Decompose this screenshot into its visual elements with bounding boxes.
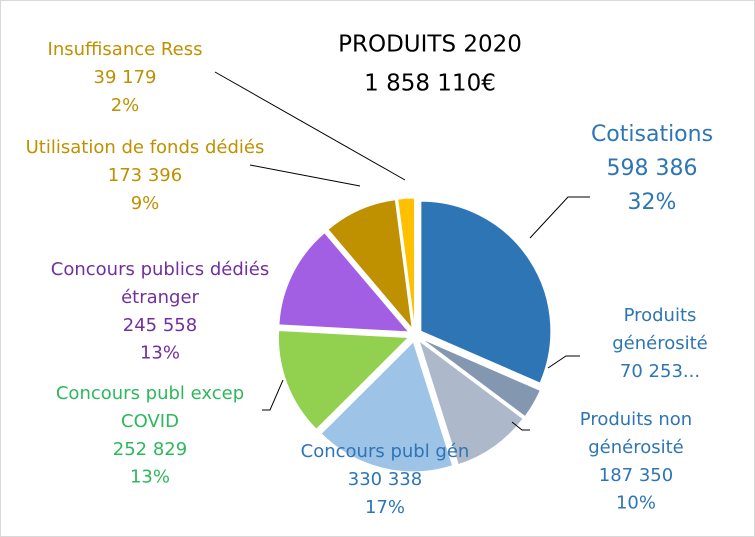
chart-title: PRODUITS 2020 [338, 32, 522, 58]
data-label-value: 598 386 [607, 156, 698, 181]
pie-slice [420, 200, 552, 384]
data-label-percent: 13% [140, 343, 180, 364]
data-label-percent: 10% [616, 493, 656, 514]
pie-slice [418, 339, 524, 466]
data-label-value: 173 396 [108, 165, 182, 186]
data-label-name: Produits générosité [612, 305, 708, 354]
data-label-percent: 2% [111, 95, 140, 116]
data-label-percent: 17% [365, 497, 405, 518]
leader-line [547, 355, 580, 369]
leader-line [214, 71, 406, 181]
data-label-percent: 9% [131, 193, 160, 214]
data-label-value: 187 350 [599, 465, 673, 486]
data-label-value: 70 253... [620, 361, 700, 382]
data-label-value: 330 338 [348, 469, 422, 490]
pie-slice [327, 199, 413, 331]
data-label-name: Utilisation de fonds dédiés [26, 137, 265, 158]
pie-slice [320, 340, 454, 473]
data-label-name: Concours publ excep COVID [56, 383, 244, 432]
leader-line [249, 164, 361, 187]
pie-slice [397, 197, 416, 329]
data-label-value: 39 179 [94, 67, 157, 88]
data-label-value: 245 558 [123, 315, 197, 336]
data-label-percent: 13% [130, 467, 170, 488]
data-label-name: Concours publ gén [301, 441, 470, 462]
leader-line [529, 196, 590, 239]
data-label-name: Concours publics dédiés étranger [51, 259, 269, 308]
pie-slice [277, 330, 410, 430]
data-label-name: Cotisations [591, 122, 713, 147]
chart-subtitle: 1 858 110€ [364, 71, 496, 97]
data-label-name: Insuffisance Ress [48, 39, 203, 60]
data-label-name: Produits non générosité [580, 409, 692, 458]
data-label-value: 252 829 [113, 439, 187, 460]
leader-line [511, 421, 530, 431]
pie-slice [420, 338, 541, 418]
data-label-percent: 32% [628, 190, 677, 215]
leader-line [262, 379, 284, 411]
pie-slice [278, 232, 410, 333]
